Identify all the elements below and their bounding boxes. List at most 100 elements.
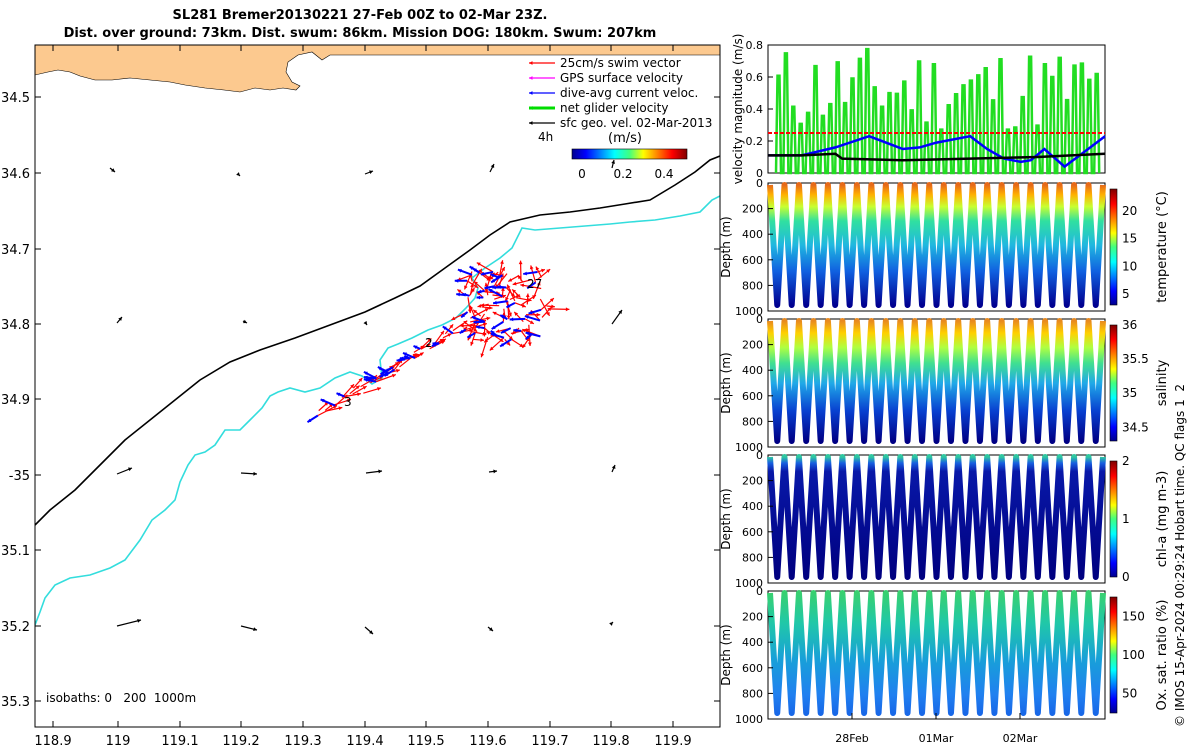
sfc-velocity-arrow-head xyxy=(128,467,132,472)
dive-avg-current-arrow-head xyxy=(527,284,532,289)
sfc-velocity-arrow xyxy=(116,619,142,627)
lon-tick-label: 119 xyxy=(106,734,131,749)
sfc-velocity-arrow-head xyxy=(369,630,373,634)
panel-colorbar xyxy=(1109,460,1118,578)
legend-label: GPS surface velocity xyxy=(560,71,683,85)
sfc-velocity-arrow-head xyxy=(363,321,367,325)
lon-tick-label: 119.9 xyxy=(654,734,691,749)
velocity-ytick-label: 0.6 xyxy=(746,71,764,84)
swim-vector-arrow-head xyxy=(477,304,482,308)
velocity-ytick-label: 0 xyxy=(756,167,763,180)
dive-avg-current-arrow-head xyxy=(399,356,404,361)
dive-avg-current-arrow-head xyxy=(457,268,462,273)
swim-vector-arrow-head xyxy=(377,387,381,391)
colorbar-tick-label: 10 xyxy=(1122,259,1137,273)
track-label-27: 27 xyxy=(527,277,542,291)
dive-avg-current-arrow-head xyxy=(382,368,386,373)
lon-tick-label: 119.6 xyxy=(469,734,506,749)
legend-swatch-head xyxy=(529,91,533,95)
dive-avg-current-arrow-head xyxy=(432,341,437,346)
sfc-velocity-arrow-head xyxy=(611,465,616,469)
dive-avg-current-arrow-head xyxy=(500,342,505,347)
colorbar-tick-label: 15 xyxy=(1122,232,1137,246)
swim-vector-arrow-head xyxy=(541,268,545,273)
swim-vector-arrow-head xyxy=(507,284,511,289)
date-tick-label: 02Mar xyxy=(1003,732,1038,745)
swim-vector-arrow-head xyxy=(565,307,570,312)
swim-vector-arrow-head xyxy=(522,328,527,333)
lon-tick-label: 119.5 xyxy=(407,734,444,749)
swim-vector-arrow-head xyxy=(512,289,517,294)
legend-swatch-head xyxy=(529,76,533,80)
depth-ytick-label: 400 xyxy=(742,636,763,649)
swim-vector-arrow-head xyxy=(350,384,354,389)
swim-vector-arrow-head xyxy=(338,406,343,411)
dive-avg-current-arrow-head xyxy=(525,335,530,340)
swim-vector-arrow-head xyxy=(551,304,555,309)
lat-tick-label: -35 xyxy=(9,469,30,484)
swim-vector-arrow-head xyxy=(527,342,532,347)
dive-avg-current-arrow-head xyxy=(523,271,527,276)
sfc-velocity-arrow-head xyxy=(609,622,613,626)
swim-vector-arrow-head xyxy=(484,338,489,343)
swim-vector-arrow-head xyxy=(474,284,479,288)
sfc-velocity-arrow-head xyxy=(253,627,257,632)
swim-vector-arrow-head xyxy=(536,312,541,317)
colorbar-label: chl-a (mg m-3) xyxy=(1155,471,1170,568)
depth-ylabel: Depth (m) xyxy=(719,216,733,277)
dive-avg-current-arrow-head xyxy=(491,278,496,283)
dive-avg-current-arrow-head xyxy=(477,289,482,294)
swim-vector-arrow-head xyxy=(476,262,481,266)
depth-ytick-label: 1000 xyxy=(735,713,763,726)
dive-avg-current-arrow-head xyxy=(490,273,495,278)
swim-vector-arrow-head xyxy=(535,266,540,271)
depth-panel-oxygen: 0 200 400 600 800 1000 Depth (m) 50 100 150 Ox. sa… xyxy=(719,585,1170,726)
colorbar-label: salinity xyxy=(1155,359,1170,406)
lon-tick-label: 119.4 xyxy=(346,734,383,749)
dive-avg-current-arrow-head xyxy=(363,378,368,382)
legend-label: 25cm/s swim vector xyxy=(560,56,681,70)
swim-vector-arrow-head xyxy=(480,338,484,342)
dive-avg-current-arrow-head xyxy=(462,292,467,297)
swim-vector-arrow-head xyxy=(484,288,489,293)
land-area xyxy=(35,45,720,93)
depth-ytick-label: 0 xyxy=(756,449,763,462)
swim-vector-arrow-head xyxy=(463,320,468,325)
sfc-velocity-arrow-head xyxy=(369,170,373,175)
dive-avg-current-arrow-head xyxy=(484,285,489,290)
swim-vector-arrow-head xyxy=(506,341,511,346)
swim-vector-arrow-head xyxy=(413,354,418,358)
dive-avg-current-arrow-head xyxy=(525,331,530,336)
svg-text:27: 27 xyxy=(527,277,542,291)
swim-vector-arrow-head xyxy=(440,330,444,335)
qc-side-note: © IMOS 15-Apr-2024 00:29:24 Hobart time.… xyxy=(1173,384,1187,727)
sfc-velocity-arrow-head xyxy=(243,319,247,324)
dive-avg-current-arrow-head xyxy=(404,355,409,360)
colorbar-side-label: 4h xyxy=(538,130,553,144)
lat-tick-label: 34.8 xyxy=(1,318,30,333)
swim-vector-arrow-head xyxy=(508,278,513,282)
depth-ytick-label: 1000 xyxy=(735,441,763,454)
swim-vector-arrow-head xyxy=(495,329,500,333)
track-label-2: 2 xyxy=(425,336,433,350)
date-tick-label: 01Mar xyxy=(919,732,954,745)
colorbar-tick-label: 50 xyxy=(1122,687,1137,701)
swim-vector-arrow-head xyxy=(486,316,491,321)
depth-ytick-label: 200 xyxy=(742,203,763,216)
depth-ylabel: Depth (m) xyxy=(719,624,733,685)
date-tick-label: 28Feb xyxy=(835,732,868,745)
chart-title-line2: Dist. over ground: 73km. Dist. swum: 86k… xyxy=(63,26,657,41)
depth-ytick-label: 600 xyxy=(742,526,763,539)
lon-tick-label: 119.7 xyxy=(531,734,568,749)
swim-vector-arrow xyxy=(547,308,570,310)
swim-vector-arrow-head xyxy=(518,260,523,265)
dive-avg-current-arrow-head xyxy=(396,358,401,363)
swim-vector-arrow-head xyxy=(529,320,534,324)
depth-ytick-label: 800 xyxy=(742,415,763,428)
panel-colorbar xyxy=(1109,324,1118,442)
depth-ylabel: Depth (m) xyxy=(719,352,733,413)
colorbar-tick-label: 100 xyxy=(1122,648,1145,662)
